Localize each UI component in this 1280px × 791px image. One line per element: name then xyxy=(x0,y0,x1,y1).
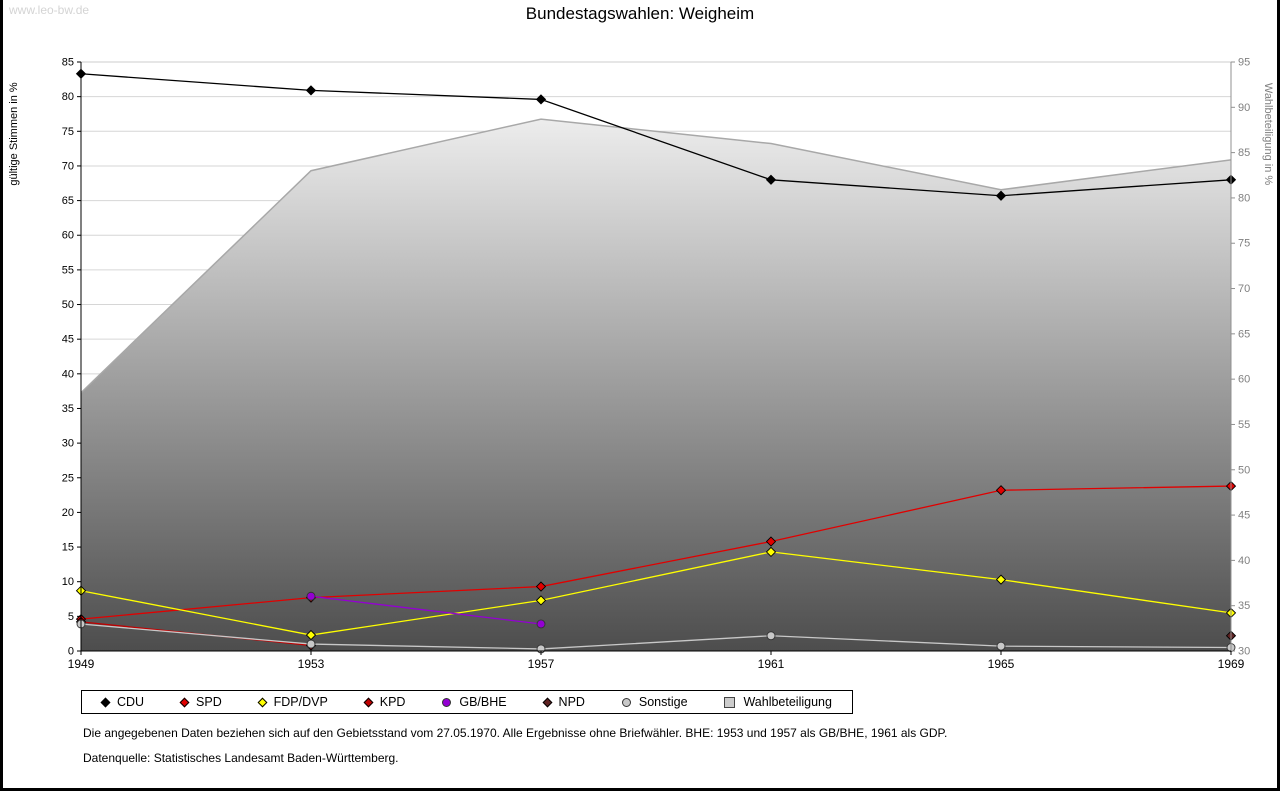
fdp-dvp-swatch-icon xyxy=(257,697,268,707)
legend-item-sonstige: Sonstige xyxy=(621,695,688,709)
footnote-data-source: Datenquelle: Statistisches Landesamt Bad… xyxy=(83,751,399,765)
svg-text:80: 80 xyxy=(62,91,74,103)
svg-text:1949: 1949 xyxy=(68,657,95,671)
series-fdp-dvp xyxy=(75,546,1237,641)
svg-text:75: 75 xyxy=(1238,238,1250,250)
svg-text:85: 85 xyxy=(1238,147,1250,159)
svg-text:60: 60 xyxy=(62,230,74,242)
npd-swatch-icon xyxy=(542,697,552,707)
legend-item-npd: NPD xyxy=(542,695,585,709)
svg-text:45: 45 xyxy=(1238,510,1250,522)
sonstige-swatch-icon xyxy=(621,697,631,707)
series-gb-bhe xyxy=(306,591,546,629)
svg-text:5: 5 xyxy=(68,611,74,623)
svg-text:65: 65 xyxy=(1238,328,1250,340)
svg-text:50: 50 xyxy=(62,299,74,311)
svg-text:35: 35 xyxy=(62,403,74,415)
election-chart: 0 5 10 15 20 25 30 35 40 45 50 55 60 65 70 75 80 85 30 35 40… xyxy=(8,57,1274,672)
watermark: www.leo-bw.de xyxy=(9,3,90,17)
svg-text:95: 95 xyxy=(1238,57,1250,69)
svg-text:45: 45 xyxy=(62,334,74,346)
legend-label-spd: SPD xyxy=(196,695,222,709)
svg-text:60: 60 xyxy=(1238,374,1250,386)
spd-swatch-icon xyxy=(179,697,190,707)
legend-label-kpd: KPD xyxy=(379,695,406,709)
cdu-swatch-icon xyxy=(100,697,111,707)
svg-text:30: 30 xyxy=(62,438,74,450)
svg-text:0: 0 xyxy=(68,646,74,658)
legend-label-cdu: CDU xyxy=(117,695,145,709)
chart-legend: CDU SPD FDP/DVP KPD GB/BHE NPD Sonstige Wahlbet… xyxy=(81,690,853,714)
svg-text:65: 65 xyxy=(62,195,74,207)
svg-text:40: 40 xyxy=(1238,555,1250,567)
svg-text:70: 70 xyxy=(1238,283,1250,295)
chart-title: Bundestagswahlen: Weigheim xyxy=(525,4,755,23)
left-axis-label: gültige Stimmen in % xyxy=(8,82,20,186)
svg-text:25: 25 xyxy=(62,472,74,484)
axes xyxy=(80,61,1232,652)
svg-text:55: 55 xyxy=(62,264,74,276)
axis-tick-labels: 0 5 10 15 20 25 30 35 40 45 50 55 60 65 70 75 80 85 30 35 40… xyxy=(8,57,1274,672)
svg-text:1953: 1953 xyxy=(298,657,325,671)
legend-label-npd: NPD xyxy=(558,695,585,709)
legend-label-fdp-dvp: FDP/DVP xyxy=(273,695,328,709)
svg-text:10: 10 xyxy=(62,576,74,588)
svg-text:1965: 1965 xyxy=(988,657,1015,671)
footnote-data-basis: Die angegebenen Daten beziehen sich auf … xyxy=(83,726,948,740)
svg-text:40: 40 xyxy=(62,368,74,380)
svg-text:20: 20 xyxy=(62,507,74,519)
kpd-swatch-icon xyxy=(363,697,374,707)
svg-text:85: 85 xyxy=(62,57,74,69)
svg-text:1969: 1969 xyxy=(1218,657,1245,671)
legend-item-wahlbeteiligung: Wahlbeteiligung xyxy=(724,695,832,709)
svg-text:75: 75 xyxy=(62,126,74,138)
legend-item-gb-bhe: GB/BHE xyxy=(442,695,507,709)
wahlbeteiligung-swatch-icon xyxy=(724,696,736,708)
turnout-area xyxy=(80,118,1232,651)
svg-text:15: 15 xyxy=(62,542,74,554)
legend-item-cdu: CDU xyxy=(100,695,145,709)
svg-text:35: 35 xyxy=(1238,600,1250,612)
svg-text:50: 50 xyxy=(1238,464,1250,476)
svg-text:80: 80 xyxy=(1238,192,1250,204)
legend-item-spd: SPD xyxy=(179,695,222,709)
svg-text:1957: 1957 xyxy=(528,657,555,671)
svg-text:70: 70 xyxy=(62,160,74,172)
right-axis-label: Wahlbeteiligung in % xyxy=(1262,83,1274,186)
gb-bhe-swatch-icon xyxy=(442,697,452,707)
svg-text:55: 55 xyxy=(1238,419,1250,431)
svg-text:90: 90 xyxy=(1238,102,1250,114)
svg-text:1961: 1961 xyxy=(758,657,785,671)
legend-label-wahlbeteiligung: Wahlbeteiligung xyxy=(743,695,832,709)
legend-item-fdp-dvp: FDP/DVP xyxy=(257,695,328,709)
legend-label-gb-bhe: GB/BHE xyxy=(459,695,507,709)
svg-text:30: 30 xyxy=(1238,646,1250,658)
legend-item-kpd: KPD xyxy=(363,695,406,709)
legend-label-sonstige: Sonstige xyxy=(638,695,688,709)
